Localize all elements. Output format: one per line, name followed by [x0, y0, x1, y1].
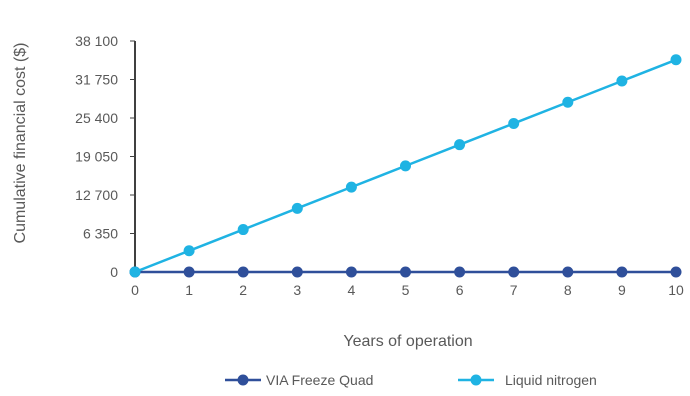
data-point [183, 266, 195, 278]
x-tick-label: 2 [239, 282, 247, 298]
axes: 0 6 350 12 700 19 050 25 400 31 750 38 100 0 1 2 3… [75, 33, 684, 298]
legend-label: VIA Freeze Quad [266, 372, 373, 388]
series-via-freeze-quad [129, 266, 682, 278]
legend-label: Liquid nitrogen [505, 372, 597, 388]
x-tick-label: 6 [456, 282, 464, 298]
x-tick-label: 8 [564, 282, 572, 298]
data-point [670, 266, 682, 278]
data-point [400, 160, 411, 172]
x-tick-label: 10 [668, 282, 684, 298]
data-point [454, 266, 466, 278]
series-liquid-nitrogen [129, 54, 682, 278]
data-point [616, 75, 628, 87]
data-point [237, 266, 249, 278]
data-point [291, 266, 303, 278]
data-point [183, 245, 195, 257]
x-tick-label: 7 [510, 282, 518, 298]
x-tick-label: 5 [402, 282, 410, 298]
data-point [562, 266, 574, 278]
data-point [237, 224, 249, 236]
data-point [129, 266, 141, 278]
legend-marker [470, 374, 482, 386]
x-tick-label: 4 [348, 282, 356, 298]
x-tick-label: 0 [131, 282, 139, 298]
legend: VIA Freeze Quad Liquid nitrogen [225, 372, 597, 388]
data-point [291, 202, 303, 214]
data-point [345, 266, 357, 278]
y-tick-label: 38 100 [75, 33, 118, 49]
y-tick-label: 25 400 [75, 110, 118, 126]
legend-item: VIA Freeze Quad [225, 372, 373, 388]
x-tick-label: 3 [293, 282, 301, 298]
y-tick-label: 31 750 [75, 72, 118, 88]
data-point [508, 266, 520, 278]
y-tick-label: 19 050 [75, 149, 118, 165]
data-point [616, 266, 628, 278]
y-axis-title: Cumulative financial cost ($) [12, 43, 29, 244]
x-tick-label: 1 [185, 282, 193, 298]
x-axis-title: Years of operation [343, 333, 472, 350]
y-tick-label: 12 700 [75, 187, 118, 203]
data-point [454, 139, 466, 151]
data-point [345, 181, 357, 193]
y-tick-label: 0 [110, 264, 118, 280]
y-tick-label: 6 350 [83, 226, 118, 242]
data-point [670, 54, 682, 66]
data-point [400, 266, 411, 278]
series-layer [129, 54, 682, 278]
legend-item: Liquid nitrogen [458, 372, 597, 388]
x-tick-label: 9 [618, 282, 626, 298]
data-point [562, 96, 574, 108]
legend-marker [237, 374, 249, 386]
data-point [508, 117, 520, 129]
